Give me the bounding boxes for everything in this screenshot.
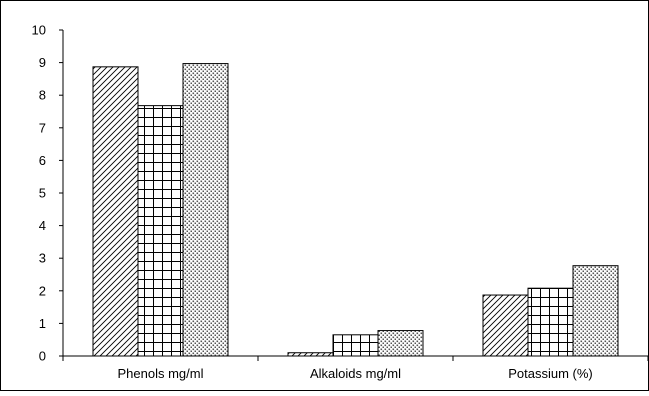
y-tick-label: 8 (39, 88, 46, 103)
y-tick-label: 1 (39, 316, 46, 331)
y-tick-label: 2 (39, 283, 46, 298)
y-tick-label: 9 (39, 55, 46, 70)
bar-diagonal-hatch (287, 352, 334, 357)
bar-grid (137, 105, 184, 357)
y-tick-label: 5 (39, 186, 46, 201)
y-tick-label: 4 (39, 218, 46, 233)
bar-diagonal-hatch (92, 66, 139, 357)
x-axis: Phenols mg/ml Alkaloids mg/ml Potassium (%… (62, 355, 649, 381)
bar-dots (182, 63, 229, 357)
y-tick-label: 10 (32, 23, 46, 38)
y-tick-label: 7 (39, 120, 46, 135)
x-category-label: Potassium (%) (508, 366, 593, 381)
x-category-label: Alkaloids mg/ml (310, 366, 401, 381)
y-tick-label: 3 (39, 251, 46, 266)
bar-diagonal-hatch (482, 294, 529, 357)
bar-grid (332, 334, 379, 357)
y-tick-label: 0 (39, 349, 46, 364)
y-tick-label: 6 (39, 153, 46, 168)
bar-dots (572, 265, 619, 357)
bar-grid (527, 287, 574, 357)
x-category-label: Phenols mg/ml (118, 366, 204, 381)
bar-dots (377, 330, 424, 357)
y-axis: 0 1 2 3 4 5 6 7 8 9 10 (32, 23, 64, 364)
bars (92, 63, 619, 357)
